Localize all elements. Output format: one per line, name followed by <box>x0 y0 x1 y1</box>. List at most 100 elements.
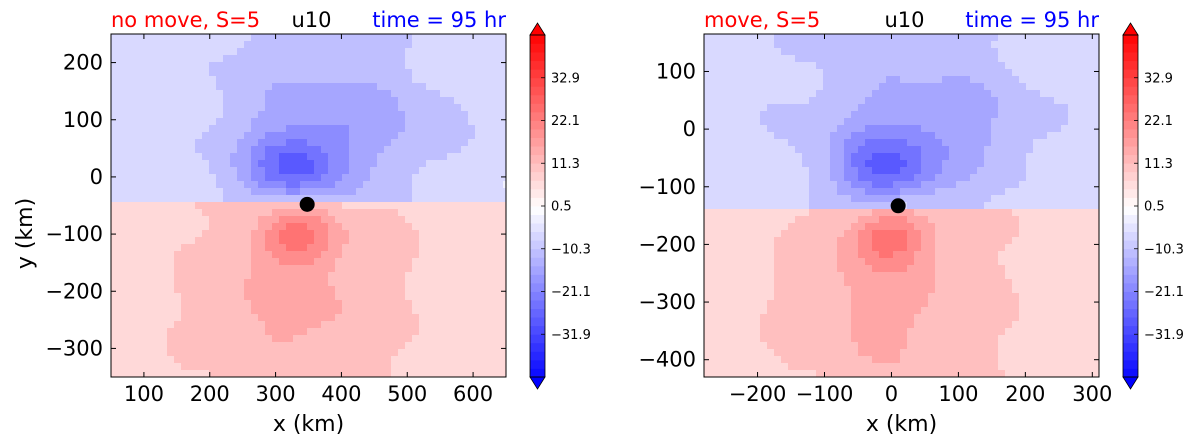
contour-cell <box>328 83 336 91</box>
contour-cell <box>440 293 448 301</box>
contour-cell <box>844 314 852 322</box>
contour-cell <box>237 48 245 56</box>
contour-cell <box>907 188 915 196</box>
contour-cell <box>251 279 259 287</box>
contour-cell <box>279 132 287 140</box>
contour-cell <box>781 55 789 63</box>
contour-cell <box>816 328 824 336</box>
contour-cell <box>405 55 413 63</box>
contour-cell <box>300 300 308 308</box>
contour-cell <box>188 62 196 70</box>
contour-cell <box>468 300 476 308</box>
contour-cell <box>111 209 119 217</box>
contour-cell <box>125 328 133 336</box>
contour-cell <box>328 349 336 357</box>
contour-cell <box>244 104 252 112</box>
contour-cell <box>398 251 406 259</box>
contour-cell <box>223 76 231 84</box>
contour-cell <box>307 55 315 63</box>
contour-cell <box>132 363 140 371</box>
contour-cell <box>739 83 747 91</box>
contour-cell <box>132 111 140 119</box>
contour-cell <box>767 125 775 133</box>
contour-cell <box>230 181 238 189</box>
contour-cell <box>398 237 406 245</box>
contour-cell <box>363 335 371 343</box>
contour-cell <box>139 223 147 231</box>
contour-cell <box>321 111 329 119</box>
contour-cell <box>928 41 936 49</box>
contour-cell <box>398 153 406 161</box>
contour-cell <box>209 90 217 98</box>
contour-cell <box>349 174 357 182</box>
contour-cell <box>223 104 231 112</box>
contour-cell <box>503 265 507 273</box>
contour-cell <box>209 34 217 42</box>
contour-cell <box>830 90 838 98</box>
contour-cell <box>447 139 455 147</box>
contour-cell <box>363 286 371 294</box>
contour-cell <box>781 195 789 203</box>
contour-cell <box>251 321 259 329</box>
contour-cell <box>753 146 761 154</box>
contour-cell <box>328 272 336 280</box>
contour-cell <box>956 223 964 231</box>
contour-cell <box>879 195 887 203</box>
contour-cell <box>760 90 768 98</box>
contour-cell <box>942 307 950 315</box>
contour-cell <box>139 104 147 112</box>
contour-cell <box>732 328 740 336</box>
contour-cell <box>160 139 168 147</box>
contour-cell <box>914 97 922 105</box>
contour-cell <box>788 34 796 42</box>
contour-cell <box>426 258 434 266</box>
contour-cell <box>732 300 740 308</box>
contour-cell <box>809 244 817 252</box>
contour-cell <box>781 335 789 343</box>
contour-cell <box>349 251 357 259</box>
contour-cell <box>879 153 887 161</box>
contour-cell <box>496 370 504 378</box>
contour-cell <box>181 195 189 203</box>
contour-cell <box>454 34 462 42</box>
contour-cell <box>886 132 894 140</box>
contour-cell <box>732 356 740 364</box>
contour-cell <box>111 97 119 105</box>
contour-cell <box>195 34 203 42</box>
contour-cell <box>781 41 789 49</box>
contour-cell <box>293 244 301 252</box>
contour-cell <box>118 307 126 315</box>
contour-cell <box>111 174 119 182</box>
contour-cell <box>704 41 712 49</box>
contour-cell <box>753 209 761 217</box>
contour-cell <box>258 41 266 49</box>
contour-cell <box>704 139 712 147</box>
contour-cell <box>802 307 810 315</box>
contour-cell <box>879 286 887 294</box>
contour-cell <box>461 139 469 147</box>
contour-cell <box>293 160 301 168</box>
contour-cell <box>886 209 894 217</box>
contour-cell <box>802 279 810 287</box>
contour-cell <box>377 195 385 203</box>
contour-cell <box>830 237 838 245</box>
contour-cell <box>300 279 308 287</box>
contour-cell <box>230 83 238 91</box>
contour-cell <box>447 174 455 182</box>
contour-cell <box>949 83 957 91</box>
contour-cell <box>809 237 817 245</box>
contour-cell <box>809 132 817 140</box>
contour-cell <box>767 55 775 63</box>
contour-cell <box>342 237 350 245</box>
contour-cell <box>711 83 719 91</box>
contour-cell <box>153 300 161 308</box>
contour-cell <box>739 314 747 322</box>
contour-cell <box>111 314 119 322</box>
contour-cell <box>111 111 119 119</box>
contour-cell <box>153 286 161 294</box>
contour-cell <box>809 230 817 238</box>
contour-cell <box>286 76 294 84</box>
contour-cell <box>942 125 950 133</box>
contour-cell <box>468 132 476 140</box>
contour-cell <box>711 111 719 119</box>
